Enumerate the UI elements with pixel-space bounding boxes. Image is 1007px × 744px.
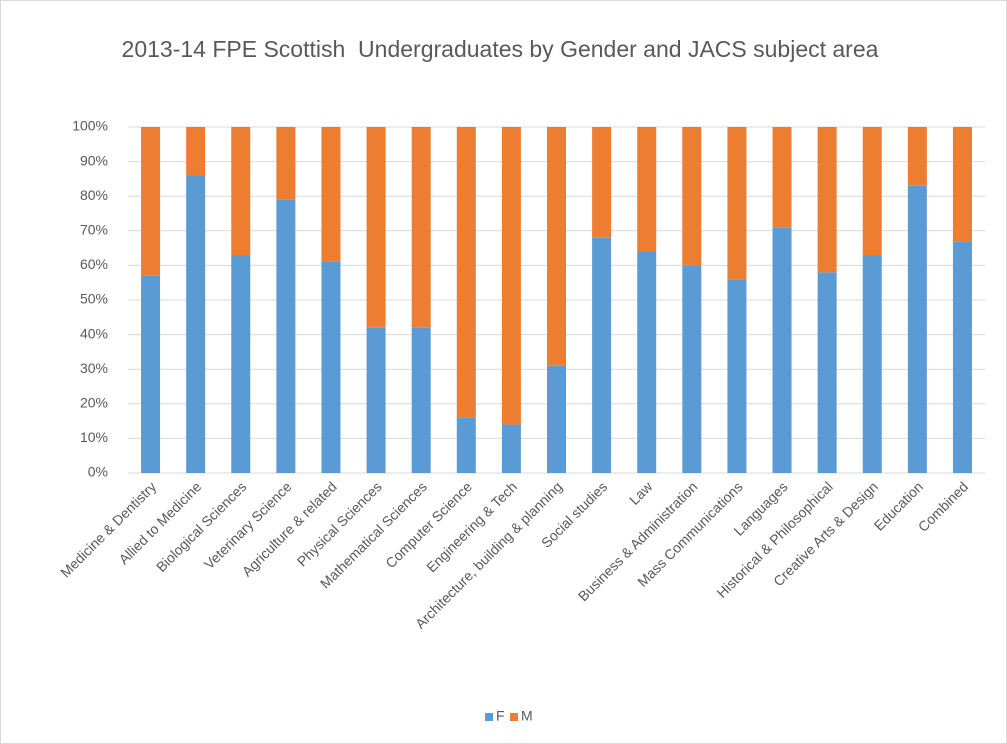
x-tick-label: Physical Sciences [294,478,385,569]
bar-segment [456,417,476,473]
bar-segment [366,327,386,473]
y-tick-label: 60% [80,256,108,272]
bar-segment [637,127,657,252]
bar-segment [727,279,747,473]
y-tick-label: 30% [80,360,108,376]
bar-segment [186,127,206,176]
bar-segment [141,275,161,473]
bar-segment [907,185,927,473]
bar-segment [321,261,341,473]
bar-segment [682,265,702,473]
bar-segment [592,127,612,238]
chart-title: 2013-14 FPE Scottish Undergraduates by G… [121,36,879,62]
bar-segment [772,227,792,473]
bar-segment [682,127,702,266]
bar-segment [817,272,837,473]
y-tick-label: 50% [80,291,108,307]
bar-segment [231,255,251,473]
bar-segment [547,127,566,366]
x-tick-label: Law [626,478,656,508]
bar-segment [862,127,882,256]
y-tick-label: 90% [80,152,108,168]
y-tick-label: 70% [80,222,108,238]
bar-segment [456,127,476,418]
bar-segment [727,127,747,280]
bar-segment [592,237,612,473]
bar-segment [862,255,882,473]
bar-segment [637,251,657,473]
y-tick-label: 100% [72,118,108,134]
bar-segment [366,127,386,328]
bar-segment [501,424,521,473]
bar-segment [952,241,972,473]
bar-segment [276,127,296,200]
y-tick-label: 10% [80,429,108,445]
bar-segment [231,127,251,256]
y-tick-label: 20% [80,395,108,411]
bar-segment [501,127,521,425]
bar-segment [952,127,972,242]
bar-segment [817,127,837,273]
legend-label: M [521,708,533,724]
bar-segment [547,365,566,473]
bar-segment [411,127,431,328]
bar-segment [186,175,206,473]
bar-segment [907,127,927,186]
y-tick-label: 40% [80,325,108,341]
bar-segment [772,127,792,228]
bar-segment [411,327,431,473]
legend-swatch [485,713,493,721]
y-tick-label: 0% [88,464,108,480]
bar-segment [321,127,341,262]
legend-label: F [496,708,505,724]
x-tick-label: Allied to Medicine [115,478,204,567]
bar-segment [141,127,161,276]
legend-swatch [510,713,518,721]
bar-segment [276,199,296,473]
y-tick-label: 80% [80,187,108,203]
